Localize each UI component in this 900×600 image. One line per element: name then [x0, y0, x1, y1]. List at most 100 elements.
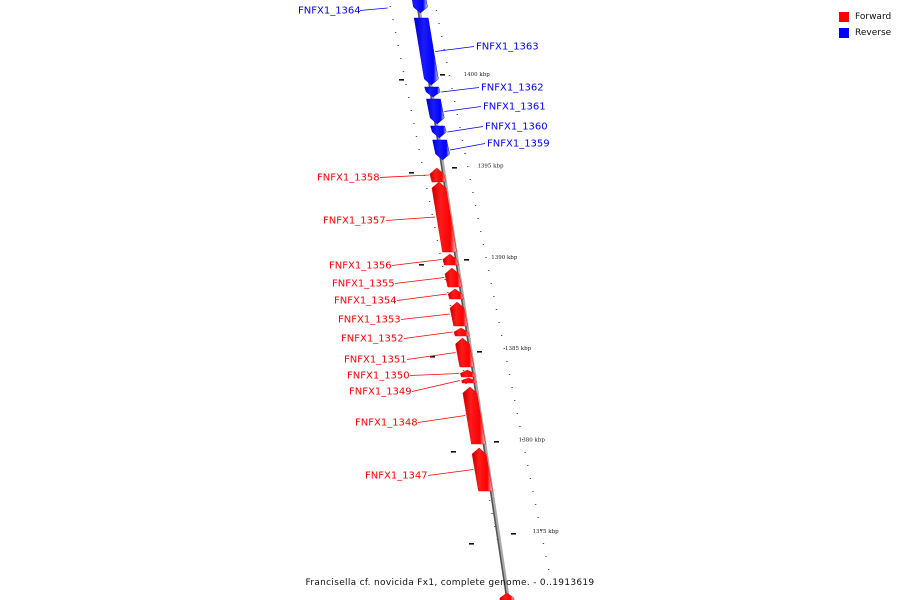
gene-label-FNFX1_1362[interactable]: FNFX1_1362 — [481, 83, 544, 94]
major-tick-mark — [451, 451, 456, 453]
minor-tick-right — [519, 426, 521, 427]
gene-arrow-FNFX1_1355[interactable] — [444, 267, 463, 288]
gene-arrow-FNFX1_1357[interactable] — [431, 181, 457, 253]
minor-tick-right — [495, 309, 498, 310]
gene-arrow-FNFX1_1352[interactable] — [453, 327, 470, 337]
gene-label-FNFX1_1364[interactable]: FNFX1_1364 — [298, 6, 361, 17]
minor-tick-right — [493, 296, 495, 297]
minor-tick-right — [521, 439, 524, 440]
minor-tick-right — [448, 75, 451, 76]
gene-label-FNFX1_1359[interactable]: FNFX1_1359 — [487, 139, 550, 150]
gene-label-FNFX1_1350[interactable]: FNFX1_1350 — [347, 371, 410, 382]
gene-label-FNFX1_1349[interactable]: FNFX1_1349 — [349, 387, 412, 398]
minor-tick-right — [469, 179, 472, 180]
tick-label-1385: 1385 kbp — [505, 346, 532, 352]
gene-connector-FNFX1_1347 — [427, 469, 474, 476]
minor-tick-right — [545, 556, 547, 557]
minor-tick-right — [464, 153, 466, 154]
gene-arrow-FNFX1_1348[interactable] — [462, 386, 486, 445]
minor-tick-right — [446, 62, 448, 63]
gene-label-FNFX1_1353[interactable]: FNFX1_1353 — [338, 315, 401, 326]
gene-arrow-FNFX1_1360[interactable] — [430, 125, 447, 139]
minor-tick-left — [421, 162, 423, 163]
gene-connector-FNFX1_1349 — [411, 380, 460, 392]
minor-tick-left — [462, 370, 465, 371]
minor-tick-right — [487, 270, 490, 271]
gene-arrow-FNFX1_1363[interactable] — [413, 17, 439, 86]
gene-arrow-FNFX1_1358[interactable] — [429, 167, 447, 183]
gene-connector-FNFX1_1354 — [396, 293, 447, 301]
gene-arrow-FNFX1_1362[interactable] — [424, 86, 441, 98]
major-tick-mark — [477, 351, 482, 353]
gene-label-FNFX1_1351[interactable]: FNFX1_1351 — [344, 355, 407, 366]
minor-tick-left — [431, 214, 433, 215]
gene-arrow-FNFX1_1361[interactable] — [426, 98, 445, 125]
major-tick-mark — [511, 533, 516, 535]
gene-arrow-FNFX1_1354[interactable] — [447, 288, 464, 300]
gene-connector-FNFX1_1363 — [435, 46, 475, 52]
minor-tick-right — [508, 374, 511, 375]
minor-tick-left — [447, 292, 449, 293]
minor-tick-right — [451, 88, 453, 89]
minor-tick-right — [474, 205, 477, 206]
minor-tick-right — [435, 10, 438, 11]
major-tick-mark — [494, 441, 499, 443]
gene-arrow-FNFX1_1356[interactable] — [442, 253, 459, 266]
minor-tick-left — [410, 110, 412, 111]
gene-label-FNFX1_1355[interactable]: FNFX1_1355 — [332, 279, 395, 290]
gene-label-FNFX1_1361[interactable]: FNFX1_1361 — [483, 102, 546, 113]
minor-tick-left — [413, 123, 415, 124]
genome-caption: Francisella cf. novicida Fx1, complete g… — [305, 578, 595, 588]
gene-arrow-FNFX1_1349[interactable] — [461, 377, 477, 384]
minor-tick-right — [490, 283, 492, 284]
gene-connector-FNFX1_1353 — [400, 313, 450, 320]
minor-tick-right — [482, 244, 485, 245]
minor-tick-right — [516, 413, 519, 414]
minor-tick-right — [503, 348, 505, 349]
reverse-swatch — [839, 27, 849, 38]
gene-label-FNFX1_1360[interactable]: FNFX1_1360 — [485, 122, 548, 133]
minor-tick-left — [428, 201, 431, 202]
major-tick-mark — [419, 264, 424, 266]
minor-tick-right — [498, 322, 500, 323]
gene-connector-FNFX1_1355 — [394, 277, 445, 284]
gene-arrow-FNFX1_1351[interactable] — [455, 337, 475, 368]
minor-tick-right — [537, 517, 539, 518]
gene-label-FNFX1_1358[interactable]: FNFX1_1358 — [317, 173, 380, 184]
minor-tick-right — [456, 114, 458, 115]
gene-connector-FNFX1_1351 — [406, 352, 456, 360]
minor-tick-right — [529, 478, 532, 479]
gene-label-FNFX1_1347[interactable]: FNFX1_1347 — [365, 471, 428, 482]
minor-tick-left — [394, 32, 397, 33]
minor-tick-left — [436, 240, 439, 241]
gene-arrow-FNFX1_1347[interactable] — [471, 447, 493, 492]
minor-tick-left — [389, 6, 392, 7]
gene-arrow-partial[interactable] — [499, 592, 515, 600]
tick-label-1375: 1375 kbp — [533, 529, 560, 535]
gene-label-FNFX1_1348[interactable]: FNFX1_1348 — [355, 418, 418, 429]
minor-tick-left — [441, 266, 444, 267]
gene-arrow-FNFX1_1359[interactable] — [432, 139, 450, 161]
gene-arrow-FNFX1_1350[interactable] — [459, 369, 476, 378]
legend-forward-label: Forward — [855, 11, 892, 22]
gene-label-FNFX1_1356[interactable]: FNFX1_1356 — [329, 261, 392, 272]
minor-tick-right — [472, 192, 474, 193]
gene-arrow-FNFX1_1364[interactable] — [405, 0, 428, 14]
minor-tick-left — [494, 526, 496, 527]
gene-connector-FNFX1_1362 — [441, 87, 480, 93]
major-tick-mark — [409, 172, 414, 174]
gene-label-FNFX1_1352[interactable]: FNFX1_1352 — [341, 334, 404, 345]
minor-tick-right — [547, 569, 550, 570]
gene-label-FNFX1_1357[interactable]: FNFX1_1357 — [323, 216, 386, 227]
minor-tick-right — [514, 400, 516, 401]
tick-label-1390: 1390 kbp — [491, 255, 518, 261]
legend: Forward Reverse — [839, 9, 899, 41]
gene-connector-FNFX1_1356 — [391, 259, 442, 266]
gene-label-FNFX1_1363[interactable]: FNFX1_1363 — [476, 42, 539, 53]
minor-tick-left — [407, 97, 410, 98]
major-tick-mark — [399, 79, 404, 81]
minor-tick-right — [443, 49, 445, 50]
tick-label-1395: 1395 kbp — [477, 163, 504, 169]
gene-label-FNFX1_1354[interactable]: FNFX1_1354 — [334, 296, 397, 307]
gene-arrow-FNFX1_1353[interactable] — [449, 301, 468, 327]
